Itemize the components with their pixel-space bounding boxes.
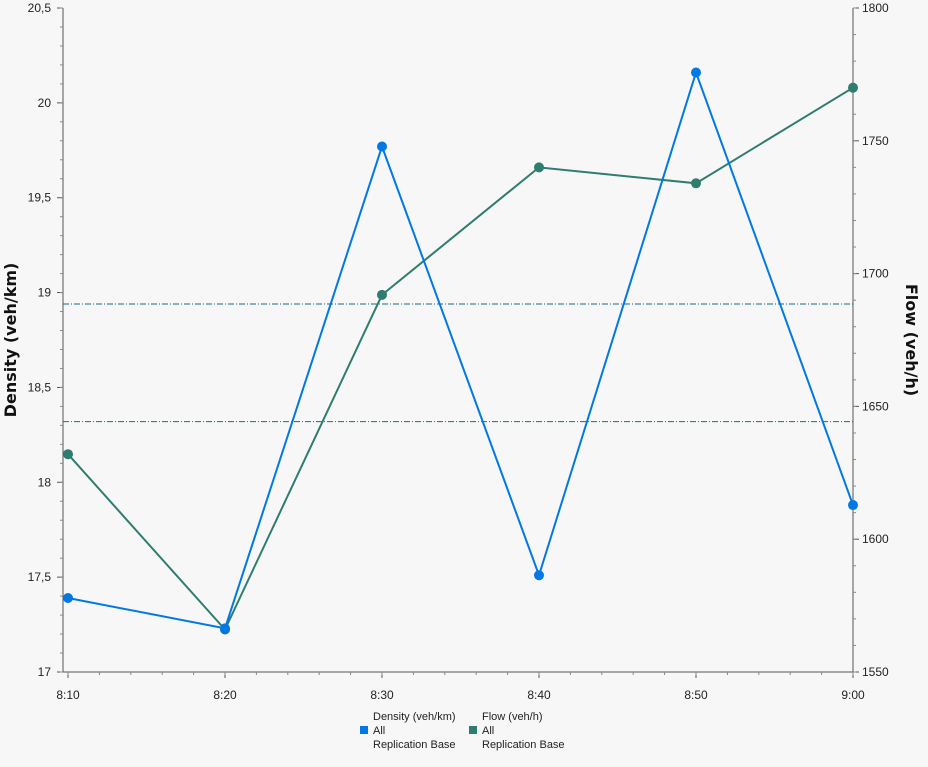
data-point <box>63 593 73 604</box>
reference-lines <box>63 303 853 423</box>
right-tick-label: 1750 <box>862 134 889 148</box>
left-tick-label: 18,5 <box>28 380 52 394</box>
right-tick-label: 1800 <box>862 1 889 15</box>
right-tick-label: 1650 <box>862 399 889 413</box>
left-tick-label: 20,5 <box>28 1 52 15</box>
data-point <box>848 82 858 93</box>
legend: Density (veh/km) All Replication Base Flow … <box>360 711 565 751</box>
data-point <box>377 289 387 300</box>
x-tick-label: 8:10 <box>56 688 80 702</box>
data-point <box>63 449 73 460</box>
data-point <box>534 570 544 581</box>
data-point <box>377 141 387 152</box>
x-tick-label: 8:20 <box>213 688 237 702</box>
legend-label: All <box>482 725 494 737</box>
data-point <box>848 500 858 511</box>
data-point <box>691 67 701 78</box>
left-tick-label: 18 <box>38 475 52 489</box>
series-line <box>67 86 854 632</box>
left-tick-label: 17,5 <box>28 570 52 584</box>
right-tick-label: 1700 <box>862 267 889 281</box>
series-line <box>67 69 854 630</box>
left-tick-label: 20 <box>38 96 52 110</box>
left-tick-label: 19,5 <box>28 191 52 205</box>
legend-swatch <box>469 726 477 734</box>
legend-label: All <box>373 725 385 737</box>
left-tick-label: 19 <box>38 286 52 300</box>
x-tick-label: 8:50 <box>684 688 708 702</box>
data-point <box>691 178 701 189</box>
left-axis-title: Density (veh/km) <box>1 263 20 418</box>
axes <box>62 8 854 673</box>
series <box>63 67 858 635</box>
right-tick-label: 1600 <box>862 532 889 546</box>
x-tick-label: 9:00 <box>841 688 865 702</box>
x-tick-label: 8:40 <box>527 688 551 702</box>
legend-label: Replication Base <box>373 739 456 751</box>
data-point <box>534 162 544 173</box>
legend-swatch <box>360 726 368 734</box>
x-tick-label: 8:30 <box>370 688 394 702</box>
legend-label: Replication Base <box>482 739 565 751</box>
right-axis-title: Flow (veh/h) <box>902 284 921 396</box>
right-tick-label: 1550 <box>862 665 889 679</box>
left-tick-label: 17 <box>38 665 52 679</box>
legend-label: Flow (veh/h) <box>482 711 543 723</box>
tick-marks: 17 17,5 18 18,5 19 19,5 20 20,5 1550 1600 1650 1700… <box>28 1 889 702</box>
data-point <box>220 623 230 634</box>
legend-label: Density (veh/km) <box>373 711 456 723</box>
